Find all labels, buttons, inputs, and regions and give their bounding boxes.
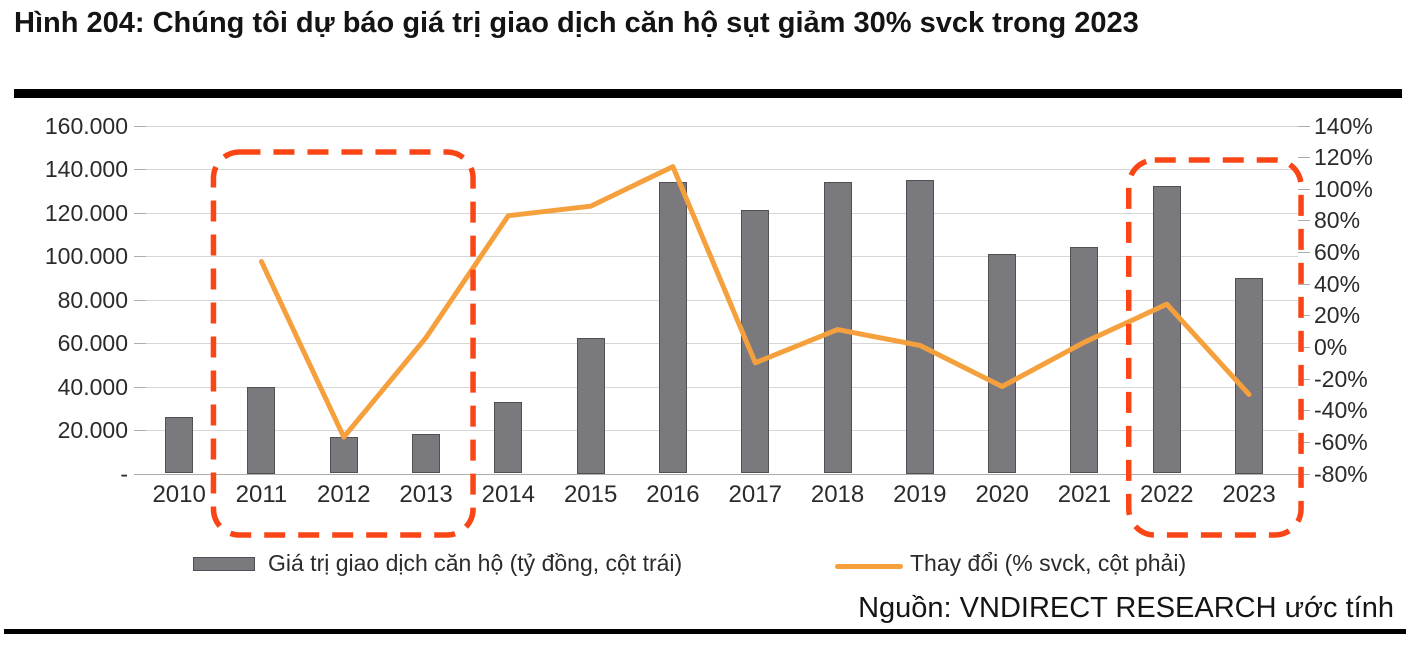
left-axis-label: 120.000 [44, 199, 128, 226]
x-axis-label-2010: 2010 [152, 481, 206, 508]
right-axis-tick [1298, 157, 1310, 159]
yoy-change-line [258, 164, 1252, 440]
bar-2014 [494, 401, 523, 474]
bar-2015 [576, 337, 605, 474]
figure-title: Hình 204: Chúng tôi dự báo giá trị giao … [14, 7, 1139, 39]
legend-line-label: Thay đổi (% svck, cột phải) [910, 550, 1187, 576]
left-axis-label: - [120, 460, 128, 487]
left-axis-tick [134, 256, 146, 257]
left-axis-tick [134, 473, 146, 475]
x-axis-label-2013: 2013 [399, 481, 453, 508]
left-axis-label: 20.000 [57, 417, 128, 443]
bar-2021 [1070, 247, 1099, 474]
left-axis-tick [134, 212, 146, 214]
right-axis-tick [1298, 252, 1310, 254]
x-axis-label-2022: 2022 [1140, 481, 1194, 508]
right-axis-tick [1298, 441, 1310, 443]
x-axis-label-2020: 2020 [975, 481, 1029, 508]
gridline [146, 169, 1298, 170]
left-axis-tick [134, 299, 146, 301]
highlight-box-2022-2023 [1126, 157, 1304, 538]
gridline [146, 386, 1298, 388]
right-axis-label: 20% [1314, 302, 1361, 329]
x-axis-label-2016: 2016 [646, 481, 700, 508]
gridline [146, 256, 1298, 257]
bar-2018 [823, 182, 852, 474]
right-axis-label: -60% [1314, 428, 1368, 455]
left-axis-label: 80.000 [57, 286, 128, 313]
bar-2011 [247, 386, 276, 474]
left-axis-label: 140.000 [44, 156, 128, 182]
right-axis-label: 100% [1314, 175, 1373, 202]
x-axis-label-2021: 2021 [1057, 481, 1112, 508]
left-axis-label: 60.000 [57, 330, 128, 356]
x-axis-label-2012: 2012 [317, 481, 371, 508]
legend-line-swatch [835, 564, 903, 569]
gridline [146, 299, 1298, 301]
right-axis-label: 120% [1314, 144, 1373, 171]
x-axis-label-2018: 2018 [810, 481, 865, 508]
right-axis-label: -40% [1314, 397, 1368, 424]
right-axis-label: 80% [1314, 207, 1361, 234]
right-axis-tick [1298, 315, 1310, 317]
left-axis-tick [134, 386, 146, 388]
x-axis-label-2011: 2011 [235, 481, 288, 508]
x-axis-line [146, 473, 1298, 475]
x-axis-label-2017: 2017 [728, 481, 782, 508]
right-axis-tick [1298, 125, 1310, 127]
bar-2020 [988, 253, 1017, 474]
left-axis-tick [134, 343, 146, 344]
x-axis-label-2015: 2015 [563, 481, 618, 508]
right-axis-tick [1298, 346, 1310, 348]
right-axis-tick [1298, 473, 1310, 475]
right-axis-label: 60% [1314, 239, 1361, 266]
right-axis-label: 140% [1314, 112, 1373, 139]
gridline [146, 343, 1298, 344]
gridline [146, 125, 1298, 127]
right-axis-tick [1298, 188, 1310, 190]
bar-2019 [905, 179, 934, 474]
right-axis-label: 40% [1314, 270, 1361, 297]
x-axis-label-2019: 2019 [893, 481, 947, 508]
right-axis-label: -80% [1314, 460, 1368, 487]
bar-2012 [329, 436, 358, 474]
left-axis-tick [134, 169, 146, 170]
right-axis-tick [1298, 410, 1310, 412]
bar-2010 [165, 416, 194, 474]
highlight-box-2011-2013 [210, 149, 476, 538]
title-divider [14, 89, 1402, 98]
chart-legend: Giá trị giao dịch căn hộ (tỷ đồng, cột t… [0, 548, 1410, 582]
right-axis-tick [1298, 283, 1310, 285]
bar-2022 [1152, 186, 1181, 474]
left-axis-label: 40.000 [57, 373, 128, 400]
left-axis-tick [134, 430, 146, 431]
legend-bar-label: Giá trị giao dịch căn hộ (tỷ đồng, cột t… [268, 550, 683, 576]
right-axis-tick [1298, 378, 1310, 380]
left-axis-tick [134, 125, 146, 127]
bar-2016 [658, 182, 687, 474]
bar-2013 [412, 434, 441, 474]
x-axis-label-2014: 2014 [481, 481, 536, 508]
right-axis-label: -20% [1314, 365, 1368, 392]
gridline [146, 212, 1298, 214]
legend-bar-swatch [193, 557, 255, 571]
left-axis-label: 100.000 [44, 243, 128, 269]
x-axis-label-2023: 2023 [1222, 481, 1276, 508]
gridline [146, 430, 1298, 431]
source-note: Nguồn: VNDIRECT RESEARCH ước tính [858, 592, 1394, 624]
bottom-divider [4, 629, 1406, 634]
right-axis-label: 0% [1314, 333, 1348, 360]
left-axis-label: 160.000 [44, 112, 128, 139]
right-axis-tick [1298, 220, 1310, 222]
bar-2023 [1235, 277, 1264, 474]
